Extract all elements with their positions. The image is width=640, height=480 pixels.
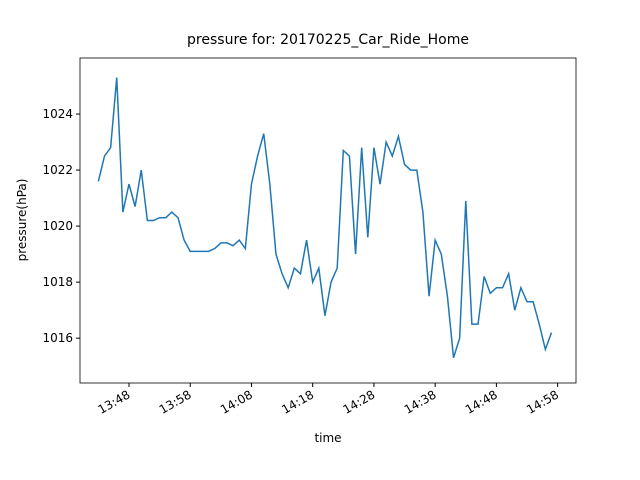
y-tick-label: 1016 xyxy=(42,331,73,345)
y-tick-label: 1020 xyxy=(42,219,73,233)
x-tick-label: 14:48 xyxy=(463,387,500,416)
x-tick-label: 14:18 xyxy=(279,387,316,416)
x-tick-label: 14:08 xyxy=(218,387,255,416)
x-axis-label: time xyxy=(314,431,341,445)
y-tick-label: 1022 xyxy=(42,163,73,177)
x-tick-label: 14:28 xyxy=(340,387,377,416)
x-tick-label: 14:38 xyxy=(402,387,439,416)
y-tick-label: 1018 xyxy=(42,275,73,289)
y-tick-label: 1024 xyxy=(42,107,73,121)
y-axis-label: pressure(hPa) xyxy=(15,179,29,262)
plot-frame xyxy=(79,57,577,384)
chart-title: pressure for: 20170225_Car_Ride_Home xyxy=(187,32,469,48)
data-line xyxy=(97,77,553,359)
x-tick-label: 13:58 xyxy=(157,387,194,416)
x-tick-label: 14:58 xyxy=(524,387,561,416)
x-tick-label: 13:48 xyxy=(96,387,133,416)
